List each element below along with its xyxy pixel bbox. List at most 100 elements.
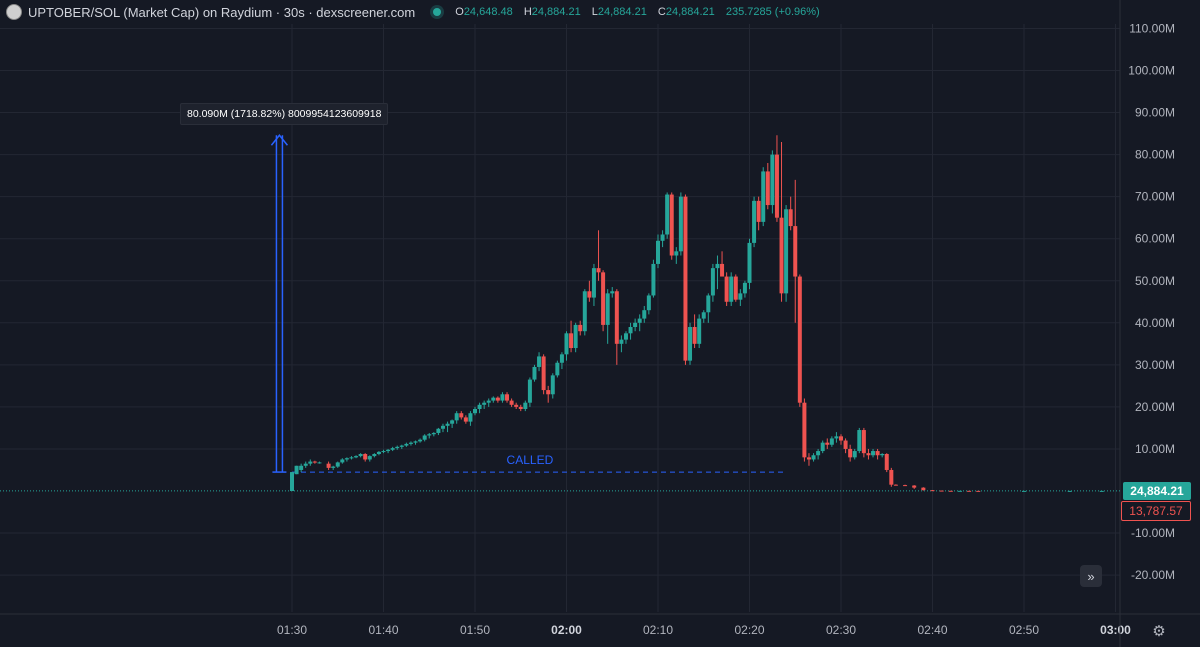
candle <box>614 289 619 365</box>
candle-body <box>752 200 757 243</box>
candle-body <box>505 394 510 401</box>
candle-body <box>509 400 514 405</box>
candle-body <box>587 291 592 298</box>
candle-body <box>715 263 720 269</box>
candle <box>665 192 670 239</box>
candle <box>299 463 304 473</box>
candle <box>518 404 523 412</box>
candle-body <box>537 356 542 367</box>
candle <box>308 459 313 466</box>
candle <box>317 461 322 464</box>
settings-gear-icon[interactable]: ⚙ <box>1152 623 1166 640</box>
candle-body <box>633 322 638 328</box>
candle-body <box>884 453 889 470</box>
candle-body <box>628 327 633 334</box>
candle-body <box>518 406 523 410</box>
candle-body <box>468 413 473 422</box>
candle <box>866 448 871 460</box>
candle-body <box>555 362 560 376</box>
candle-body <box>354 456 359 458</box>
candle-body <box>523 402 528 410</box>
candle-body <box>514 404 519 407</box>
candle-body <box>903 485 908 487</box>
candle <box>331 465 336 470</box>
candle-body <box>747 242 752 283</box>
candle-body <box>546 390 551 395</box>
candle <box>413 440 418 445</box>
ohlc-close-key: C <box>657 6 666 18</box>
candle <box>816 448 821 460</box>
candle <box>706 293 711 323</box>
candle <box>948 490 953 492</box>
candle <box>861 427 866 458</box>
candle <box>701 310 706 323</box>
candle-body <box>404 443 409 446</box>
candle <box>386 448 391 454</box>
candle-body <box>756 200 761 222</box>
candle-body <box>710 268 715 296</box>
candle <box>825 438 830 449</box>
candle <box>358 453 363 458</box>
candle-body <box>312 461 317 463</box>
candle-body <box>642 310 647 319</box>
candle-body <box>605 293 610 325</box>
price-axis-label: 100.00M <box>1128 64 1175 78</box>
candle <box>431 432 436 437</box>
candle <box>697 314 702 349</box>
candle <box>784 205 789 302</box>
candle-body <box>697 318 702 344</box>
candle-body <box>454 413 459 421</box>
candle-body <box>299 465 304 470</box>
candle <box>738 289 743 306</box>
candle <box>1022 490 1026 492</box>
candle-body <box>591 268 596 298</box>
candle <box>482 400 487 410</box>
candle <box>408 441 413 446</box>
candle-body <box>573 324 578 349</box>
candle <box>733 274 738 302</box>
candle <box>715 255 720 290</box>
candle-body <box>569 333 574 349</box>
candle <box>976 490 981 492</box>
reference-price-tag: 13,787.57 <box>1121 501 1191 521</box>
candle-body <box>559 354 564 363</box>
candle <box>669 192 674 260</box>
time-axis-label: 02:10 <box>643 623 673 637</box>
candle-body <box>564 333 569 355</box>
candle <box>637 314 642 332</box>
candle-body <box>724 276 729 302</box>
candle <box>880 453 885 458</box>
candle-body <box>784 209 789 294</box>
candle-body <box>733 276 738 300</box>
candle-body <box>857 430 862 452</box>
candle <box>578 320 583 336</box>
candle <box>893 484 898 486</box>
candle-body <box>326 463 331 468</box>
scroll-to-realtime-button[interactable]: » <box>1080 565 1102 587</box>
candle-body <box>816 451 821 456</box>
candle-body <box>436 428 441 433</box>
candle-body <box>957 490 962 492</box>
ohlc-change: 235.7285 (+0.96%) <box>725 6 820 18</box>
candle <box>514 402 519 410</box>
candle-body <box>1099 490 1104 492</box>
time-axis-label: 02:20 <box>734 623 764 637</box>
candle <box>957 490 962 492</box>
chart-header: UPTOBER/SOL (Market Cap) on Raydium · 30… <box>0 0 1110 24</box>
candle <box>349 456 354 460</box>
candle-body <box>445 423 450 426</box>
candle-body <box>866 453 871 456</box>
candle <box>505 392 510 403</box>
candle <box>921 487 926 491</box>
candle-body <box>317 462 322 464</box>
candle-body <box>669 194 674 256</box>
candle-body <box>358 453 363 457</box>
candle-body <box>367 456 372 460</box>
candle-body <box>344 458 349 460</box>
candle-body <box>839 436 843 441</box>
candle-body <box>619 339 624 344</box>
price-axis-label: 60.00M <box>1135 232 1175 246</box>
candle-body <box>495 397 500 401</box>
